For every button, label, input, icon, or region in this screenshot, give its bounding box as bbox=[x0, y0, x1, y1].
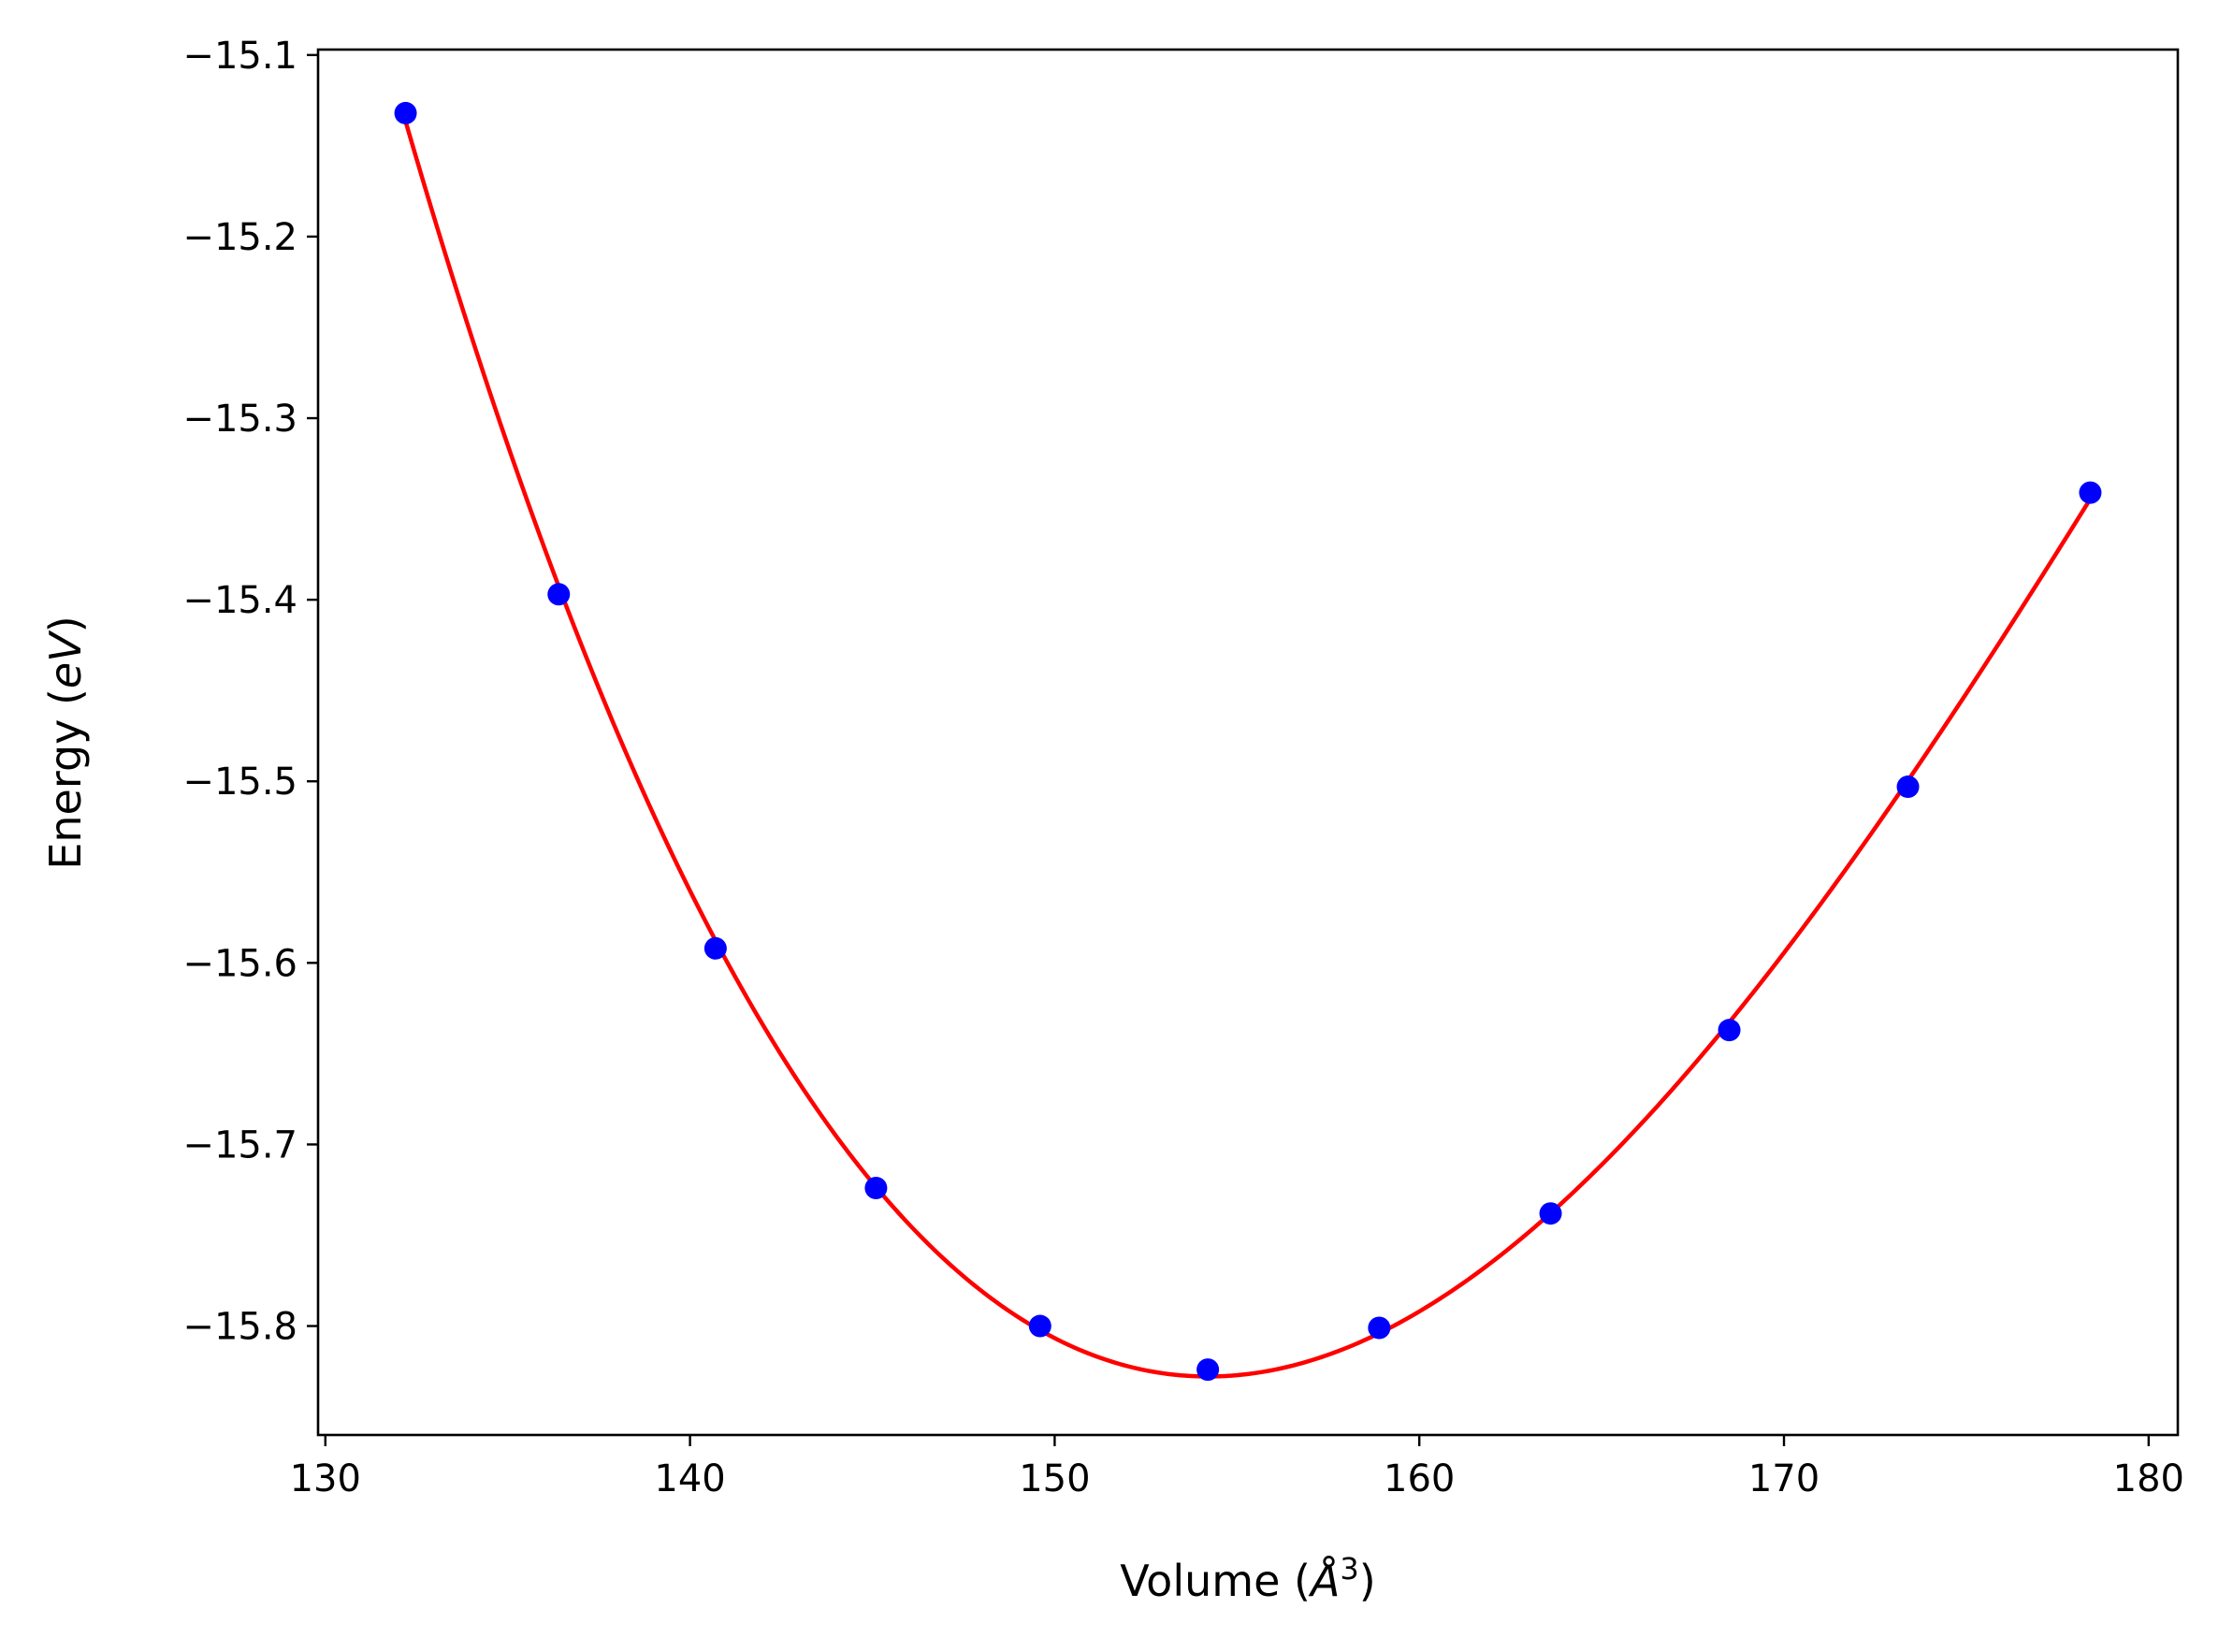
data-point bbox=[2079, 481, 2102, 504]
x-tick-label: 140 bbox=[654, 1457, 725, 1500]
x-axis-ticks: 130 140 150 160 170 180 bbox=[290, 1435, 2184, 1500]
y-tick-label: −15.6 bbox=[182, 942, 297, 985]
data-point bbox=[1896, 775, 1920, 799]
x-tick-label: 160 bbox=[1384, 1457, 1455, 1500]
plot-frame bbox=[316, 48, 2180, 1437]
data-point bbox=[1539, 1202, 1562, 1225]
data-point bbox=[1028, 1314, 1051, 1338]
fit-layer bbox=[403, 121, 2093, 1379]
data-point bbox=[864, 1177, 888, 1200]
y-axis-ticks: −15.1 −15.2 −15.3 −15.4 −15.5 −15.6 −15.7 −15.8 bbox=[182, 35, 318, 1349]
y-tick-label: −15.5 bbox=[182, 761, 297, 804]
data-point bbox=[1368, 1316, 1391, 1340]
data-point bbox=[394, 101, 417, 124]
data-point bbox=[703, 936, 727, 960]
data-point bbox=[1718, 1019, 1741, 1042]
fit-curve-line bbox=[403, 121, 2093, 1379]
y-tick-label: −15.2 bbox=[182, 216, 297, 259]
x-tick-label: 150 bbox=[1019, 1457, 1090, 1500]
x-tick-label: 130 bbox=[290, 1457, 361, 1500]
points-layer bbox=[394, 101, 2102, 1382]
y-axis-label: Energy (eV) bbox=[40, 616, 91, 869]
x-axis-label: Volume (Å3) bbox=[1120, 1551, 1375, 1606]
x-tick-label: 180 bbox=[2113, 1457, 2184, 1500]
data-point bbox=[1196, 1358, 1220, 1382]
y-tick-label: −15.8 bbox=[182, 1306, 297, 1349]
y-tick-label: −15.3 bbox=[182, 398, 297, 441]
y-tick-label: −15.4 bbox=[182, 579, 297, 622]
x-tick-label: 170 bbox=[1748, 1457, 1820, 1500]
y-tick-label: −15.1 bbox=[182, 35, 297, 78]
data-point bbox=[547, 583, 571, 606]
plot-area bbox=[318, 50, 2178, 1435]
y-tick-label: −15.7 bbox=[182, 1123, 297, 1167]
